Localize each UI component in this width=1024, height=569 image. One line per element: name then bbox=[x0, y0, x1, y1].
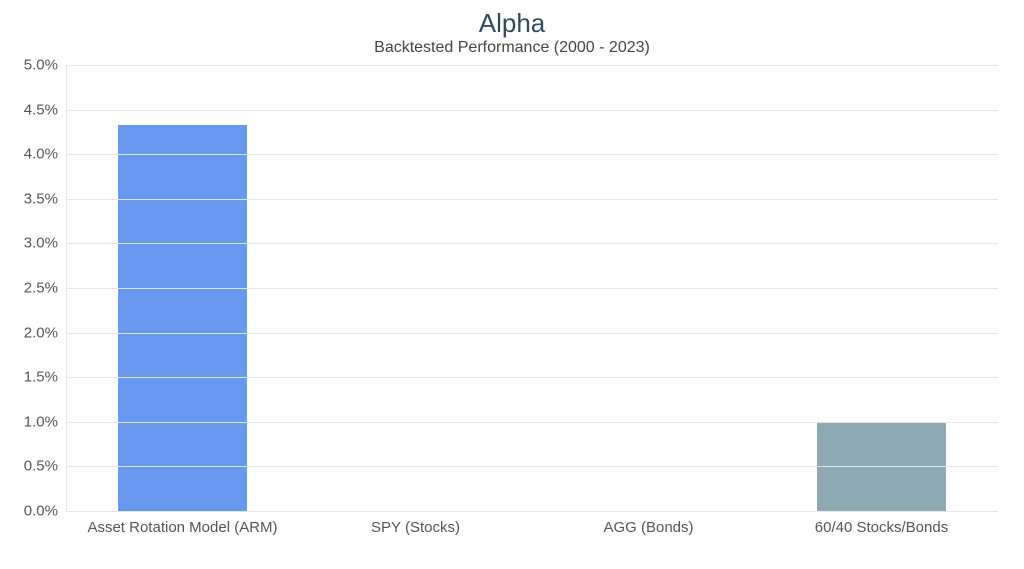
gridline bbox=[66, 333, 998, 334]
gridline bbox=[66, 110, 998, 111]
x-axis-tick-label: AGG (Bonds) bbox=[532, 519, 765, 536]
gridline bbox=[66, 154, 998, 155]
gridline bbox=[66, 422, 998, 423]
y-axis-tick-label: 1.5% bbox=[24, 369, 66, 386]
gridline bbox=[66, 511, 998, 512]
plot-inner: 0.0%0.5%1.0%1.5%2.0%2.5%3.0%3.5%4.0%4.5%… bbox=[66, 65, 998, 511]
y-axis-tick-label: 4.0% bbox=[24, 146, 66, 163]
gridline bbox=[66, 243, 998, 244]
gridline bbox=[66, 288, 998, 289]
chart-subtitle: Backtested Performance (2000 - 2023) bbox=[18, 39, 1006, 57]
x-axis-tick-label: 60/40 Stocks/Bonds bbox=[765, 519, 998, 536]
y-axis-tick-label: 1.0% bbox=[24, 413, 66, 430]
plot-area: 0.0% 0.5% 1.0% 1.5% 2.0% 2.5% 3.0% 3.5% 4.0% 4.5%… bbox=[18, 65, 1006, 541]
bar bbox=[118, 125, 246, 511]
y-axis-tick-label: 2.5% bbox=[24, 280, 66, 297]
y-axis-tick-label: 3.0% bbox=[24, 235, 66, 252]
y-axis-tick-label: 0.5% bbox=[24, 458, 66, 475]
y-axis-tick-label: 3.5% bbox=[24, 190, 66, 207]
y-axis-tick-label: 0.0% bbox=[24, 503, 66, 520]
x-axis-labels: Asset Rotation Model (ARM)SPY (Stocks)AG… bbox=[66, 519, 998, 536]
y-axis-line bbox=[66, 65, 67, 511]
gridline bbox=[66, 466, 998, 467]
x-axis-tick-label: SPY (Stocks) bbox=[299, 519, 532, 536]
gridline bbox=[66, 199, 998, 200]
y-axis-tick-label: 4.5% bbox=[24, 101, 66, 118]
y-axis-tick-label: 5.0% bbox=[24, 57, 66, 74]
alpha-bar-chart: Alpha Backtested Performance (2000 - 202… bbox=[0, 0, 1024, 569]
chart-title: Alpha bbox=[18, 8, 1006, 39]
gridline bbox=[66, 65, 998, 66]
x-axis-tick-label: Asset Rotation Model (ARM) bbox=[66, 519, 299, 536]
gridline bbox=[66, 377, 998, 378]
y-axis-tick-label: 2.0% bbox=[24, 324, 66, 341]
